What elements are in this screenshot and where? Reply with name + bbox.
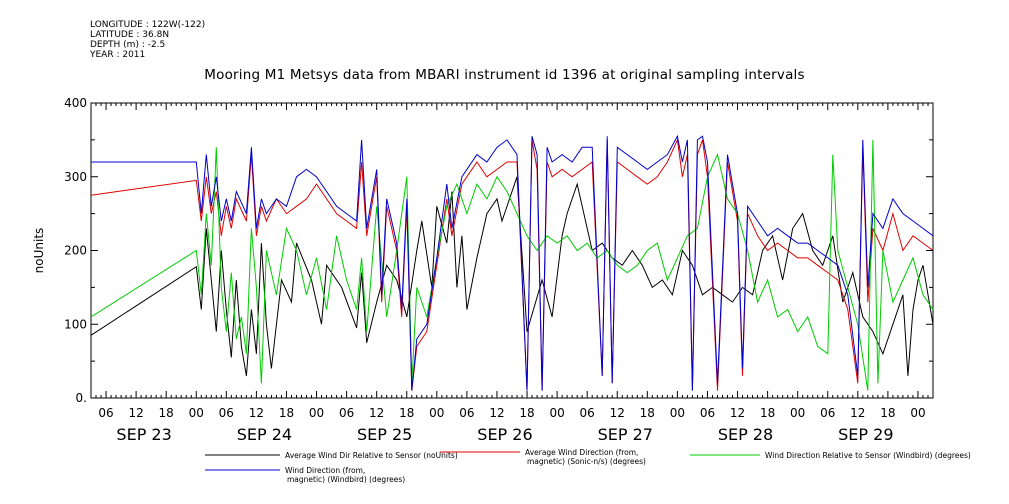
x-tick-label: 06 [339,406,354,420]
x-tick-label: 12 [249,406,264,420]
x-tick-label: 00 [189,406,204,420]
x-tick-label: 12 [489,406,504,420]
x-tick-label: 00 [910,406,925,420]
x-tick-label: 18 [159,406,174,420]
x-date-label: SEP 24 [237,425,292,444]
x-tick-label: 00 [790,406,805,420]
x-tick-label: 00 [309,406,324,420]
legend-label-4-line2: magnetic) (Windbird) (degrees) [287,475,405,484]
x-tick-label: 00 [549,406,564,420]
x-date-label: SEP 23 [116,425,171,444]
x-tick-label: 06 [219,406,234,420]
x-tick-label: 00 [670,406,685,420]
x-tick-label: 18 [760,406,775,420]
legend-label-4: Wind Direction (from, [285,466,365,475]
metadata-block: LONGITUDE : 122W(-122) LATITUDE : 36.8N … [90,20,205,60]
series-line-4 [91,134,934,391]
y-tick-label: 100 [64,317,87,331]
series-line-1 [90,176,934,376]
y-tick-label: 200 [64,244,87,258]
x-tick-label: 06 [580,406,595,420]
x-tick-label: 12 [369,406,384,420]
x-tick-label: 18 [279,406,294,420]
latitude-text: LATITUDE : 36.8N [90,30,170,40]
y-tick-label: 0. [76,391,87,405]
x-tick-label: 06 [98,406,113,420]
depth-text: DEPTH (m) : -2.5 [90,40,166,50]
x-date-label: SEP 26 [477,425,532,444]
x-tick-label: 18 [399,406,414,420]
x-tick-label: 00 [429,406,444,420]
x-tick-label: 06 [700,406,715,420]
series-line-3 [90,139,934,391]
axes-layer: 06 12 18 00 06 12 18 00 06 12 18 00 06 12 18 00 06 12 18 00… [32,96,934,444]
x-tick-label: 18 [519,406,534,420]
legend-label-2-line2: magnetic) (Sonic-n/s) (degrees) [527,457,646,466]
x-tick-label: 12 [128,406,143,420]
x-tick-label: 12 [610,406,625,420]
x-tick-label: 12 [730,406,745,420]
x-tick-label: 18 [640,406,655,420]
y-axis-label: noUnits [32,228,46,274]
y-tick-label: 300 [64,170,87,184]
legend: Average Wind Dir Relative to Sensor (noU… [205,448,971,484]
x-date-label: SEP 25 [357,425,412,444]
x-date-label: SEP 29 [838,425,893,444]
series-layer [90,134,934,391]
legend-label-2: Average Wind Direction (from, [525,448,638,457]
year-text: YEAR : 2011 [90,50,146,60]
x-tick-label: 06 [459,406,474,420]
x-date-label: SEP 27 [598,425,653,444]
x-date-label: SEP 28 [718,425,773,444]
x-tick-label: 12 [850,406,865,420]
x-tick-label: 18 [880,406,895,420]
legend-label-1: Average Wind Dir Relative to Sensor (noU… [285,451,458,460]
chart-title: Mooring M1 Metsys data from MBARI instru… [204,67,805,83]
y-tick-label: 400 [64,96,87,110]
legend-label-3: Wind Direction Relative to Sensor (Windb… [765,451,971,460]
x-tick-label: 06 [820,406,835,420]
longitude-text: LONGITUDE : 122W(-122) [90,20,206,30]
